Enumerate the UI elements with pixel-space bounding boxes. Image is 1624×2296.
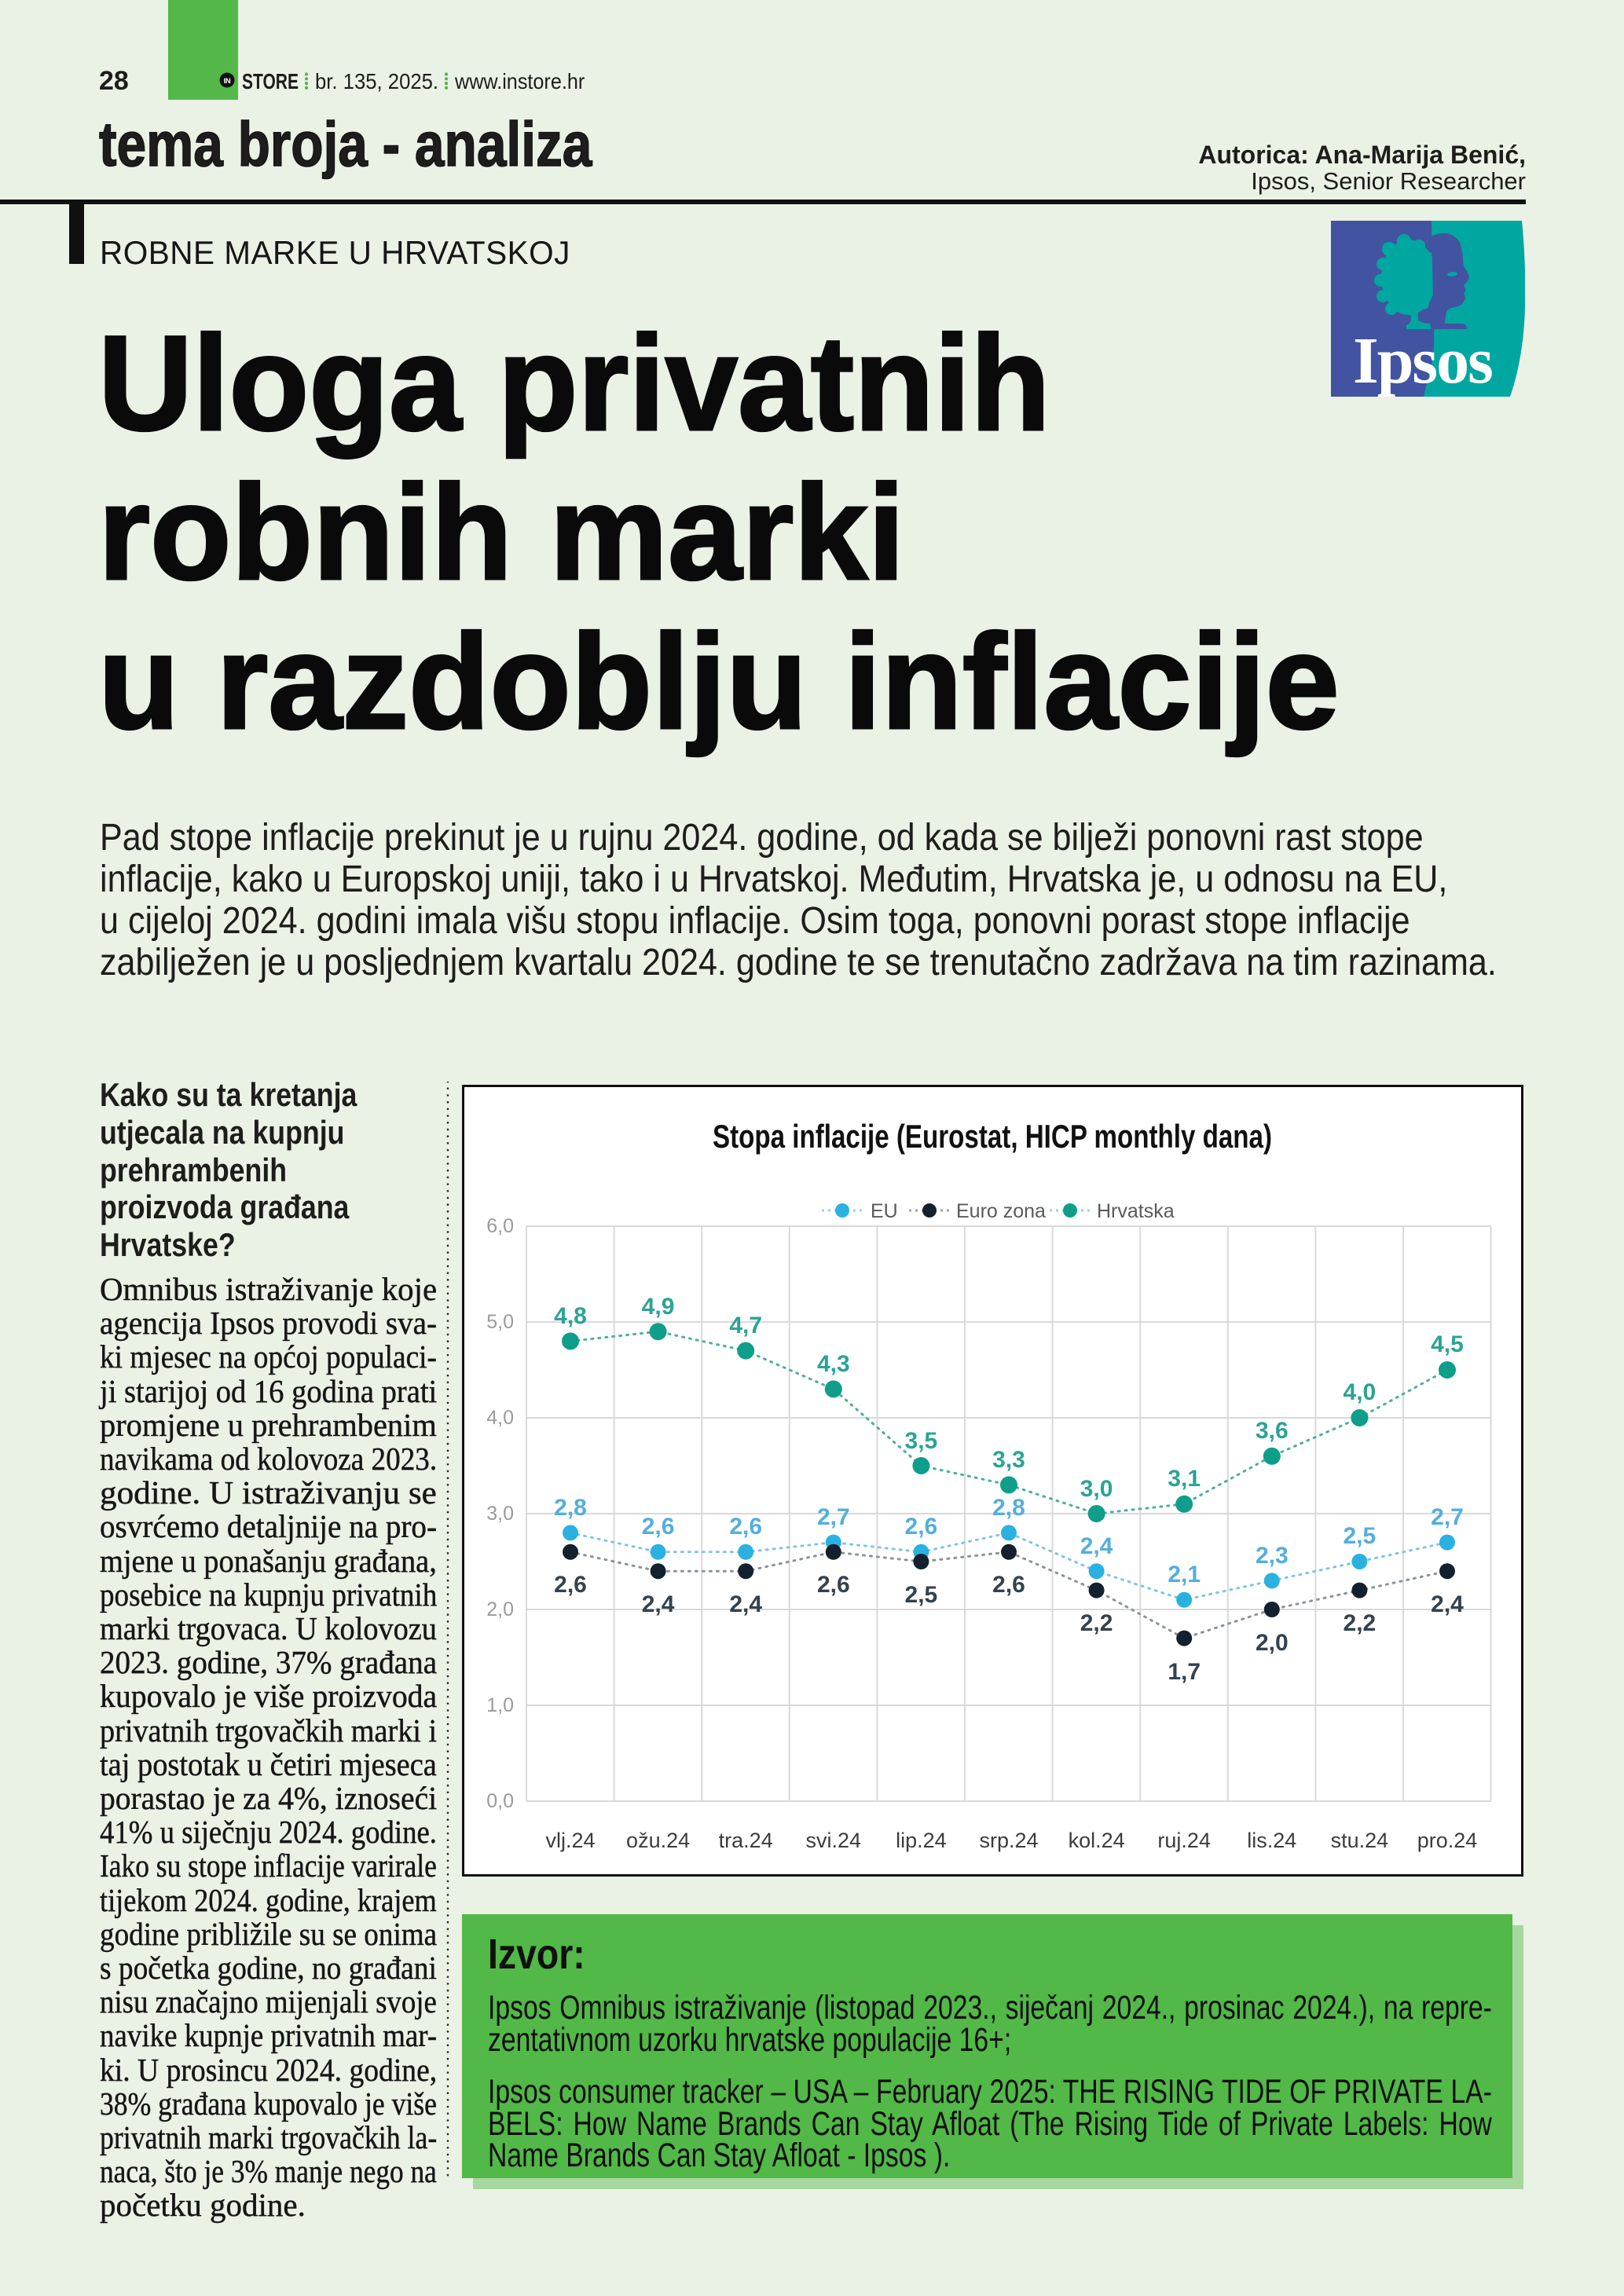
svg-text:6,0: 6,0: [486, 1215, 514, 1237]
svg-text:3,0: 3,0: [1080, 1476, 1113, 1502]
svg-text:4,9: 4,9: [642, 1294, 675, 1320]
svg-text:2,6: 2,6: [729, 1514, 762, 1540]
svg-text:svi.24: svi.24: [806, 1829, 862, 1852]
svg-text:2,5: 2,5: [1344, 1523, 1377, 1549]
svg-text:0,0: 0,0: [486, 1790, 514, 1812]
svg-text:2,1: 2,1: [1168, 1562, 1201, 1587]
svg-text:2,8: 2,8: [992, 1495, 1025, 1521]
svg-text:2,0: 2,0: [486, 1598, 514, 1620]
svg-text:tra.24: tra.24: [719, 1829, 773, 1852]
svg-text:Ipsos: Ipsos: [1353, 324, 1492, 397]
svg-text:ožu.24: ožu.24: [626, 1829, 690, 1852]
svg-text:IN: IN: [224, 77, 231, 86]
svg-text:2,6: 2,6: [905, 1514, 938, 1540]
svg-text:2,2: 2,2: [1080, 1610, 1113, 1636]
svg-text:lis.24: lis.24: [1247, 1829, 1296, 1852]
svg-text:pro.24: pro.24: [1417, 1829, 1478, 1852]
svg-text:2,3: 2,3: [1256, 1543, 1289, 1569]
svg-text:1,0: 1,0: [486, 1694, 514, 1716]
svg-text:3,3: 3,3: [992, 1447, 1025, 1473]
svg-text:3,6: 3,6: [1256, 1418, 1289, 1444]
svg-text:2,7: 2,7: [817, 1504, 850, 1530]
svg-text:EU: EU: [871, 1200, 898, 1222]
svg-text:4,5: 4,5: [1431, 1331, 1464, 1357]
svg-text:stu.24: stu.24: [1331, 1829, 1389, 1852]
svg-text:2,8: 2,8: [554, 1495, 587, 1521]
svg-text:3,0: 3,0: [486, 1503, 514, 1525]
svg-text:2,0: 2,0: [1256, 1630, 1289, 1656]
svg-text:3,5: 3,5: [905, 1428, 938, 1454]
svg-text:4,0: 4,0: [486, 1407, 514, 1429]
svg-text:2,4: 2,4: [1080, 1533, 1113, 1559]
svg-text:Hrvatska: Hrvatska: [1097, 1200, 1175, 1222]
svg-text:2,4: 2,4: [1431, 1591, 1464, 1617]
svg-text:2,5: 2,5: [905, 1582, 938, 1608]
svg-text:2,6: 2,6: [817, 1572, 850, 1598]
svg-text:3,1: 3,1: [1168, 1466, 1201, 1492]
svg-text:5,0: 5,0: [486, 1311, 514, 1333]
svg-text:kol.24: kol.24: [1069, 1829, 1125, 1852]
svg-text:2,6: 2,6: [642, 1514, 675, 1540]
svg-text:srp.24: srp.24: [979, 1829, 1038, 1852]
svg-text:2,6: 2,6: [992, 1572, 1025, 1598]
svg-text:Stopa inflacije (Eurostat, HIC: Stopa inflacije (Eurostat, HICP monthly …: [713, 1118, 1272, 1155]
svg-text:4,8: 4,8: [554, 1303, 587, 1329]
svg-text:4,3: 4,3: [817, 1351, 850, 1377]
svg-text:2,2: 2,2: [1344, 1610, 1377, 1636]
svg-text:4,0: 4,0: [1344, 1379, 1377, 1405]
svg-text:1,7: 1,7: [1168, 1659, 1201, 1685]
svg-text:2,6: 2,6: [554, 1572, 587, 1598]
svg-text:2,7: 2,7: [1431, 1504, 1464, 1530]
svg-text:Euro zona: Euro zona: [956, 1200, 1046, 1222]
svg-text:4,7: 4,7: [729, 1313, 762, 1338]
svg-text:2,4: 2,4: [729, 1591, 762, 1617]
svg-text:lip.24: lip.24: [896, 1829, 947, 1852]
svg-text:2,4: 2,4: [642, 1591, 675, 1617]
svg-text:vlj.24: vlj.24: [545, 1829, 595, 1852]
svg-text:ruj.24: ruj.24: [1157, 1829, 1211, 1852]
